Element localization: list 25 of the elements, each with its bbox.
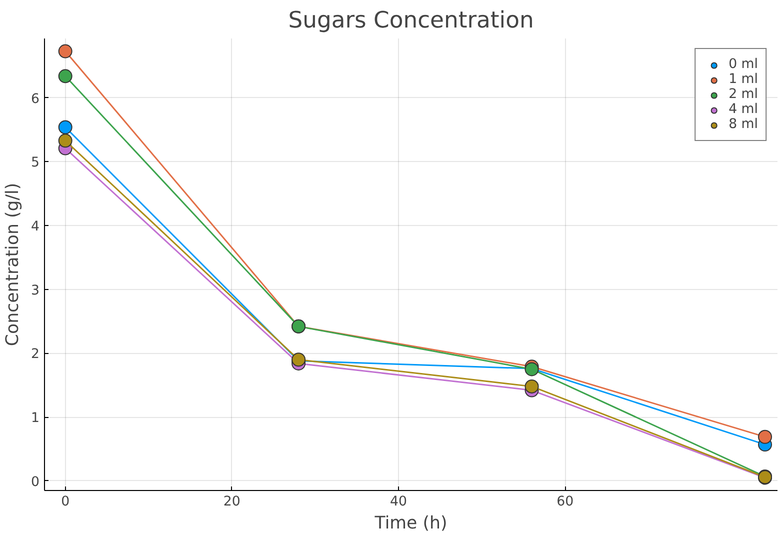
x-tick-label: 40 xyxy=(390,494,407,510)
y-tick-label: 3 xyxy=(31,283,40,298)
point xyxy=(58,134,72,148)
legend-label: 2 ml xyxy=(728,87,758,102)
point xyxy=(58,69,72,84)
point xyxy=(524,379,539,394)
legend-label: 0 ml xyxy=(728,57,758,72)
point xyxy=(58,120,72,134)
point xyxy=(758,430,772,444)
y-axis-title: Concentration (g/l) xyxy=(3,182,24,346)
x-axis-title: Time (h) xyxy=(374,514,448,534)
legend-label: 8 ml xyxy=(728,117,758,132)
point xyxy=(58,44,72,58)
y-tick-label: 4 xyxy=(31,220,40,235)
y-tick-label: 5 xyxy=(31,156,40,171)
y-tick-label: 1 xyxy=(31,411,40,426)
x-tick-label: 0 xyxy=(61,494,70,510)
legend-label: 1 ml xyxy=(728,72,758,87)
y-tick-label: 0 xyxy=(31,474,40,490)
x-tick-label: 60 xyxy=(556,494,574,510)
x-tick-label: 20 xyxy=(223,494,240,510)
y-tick-label: 2 xyxy=(31,347,40,362)
legend-label: 4 ml xyxy=(728,102,758,117)
y-tick-label: 6 xyxy=(31,92,40,107)
chart-title: Sugars Concentration xyxy=(288,8,534,34)
